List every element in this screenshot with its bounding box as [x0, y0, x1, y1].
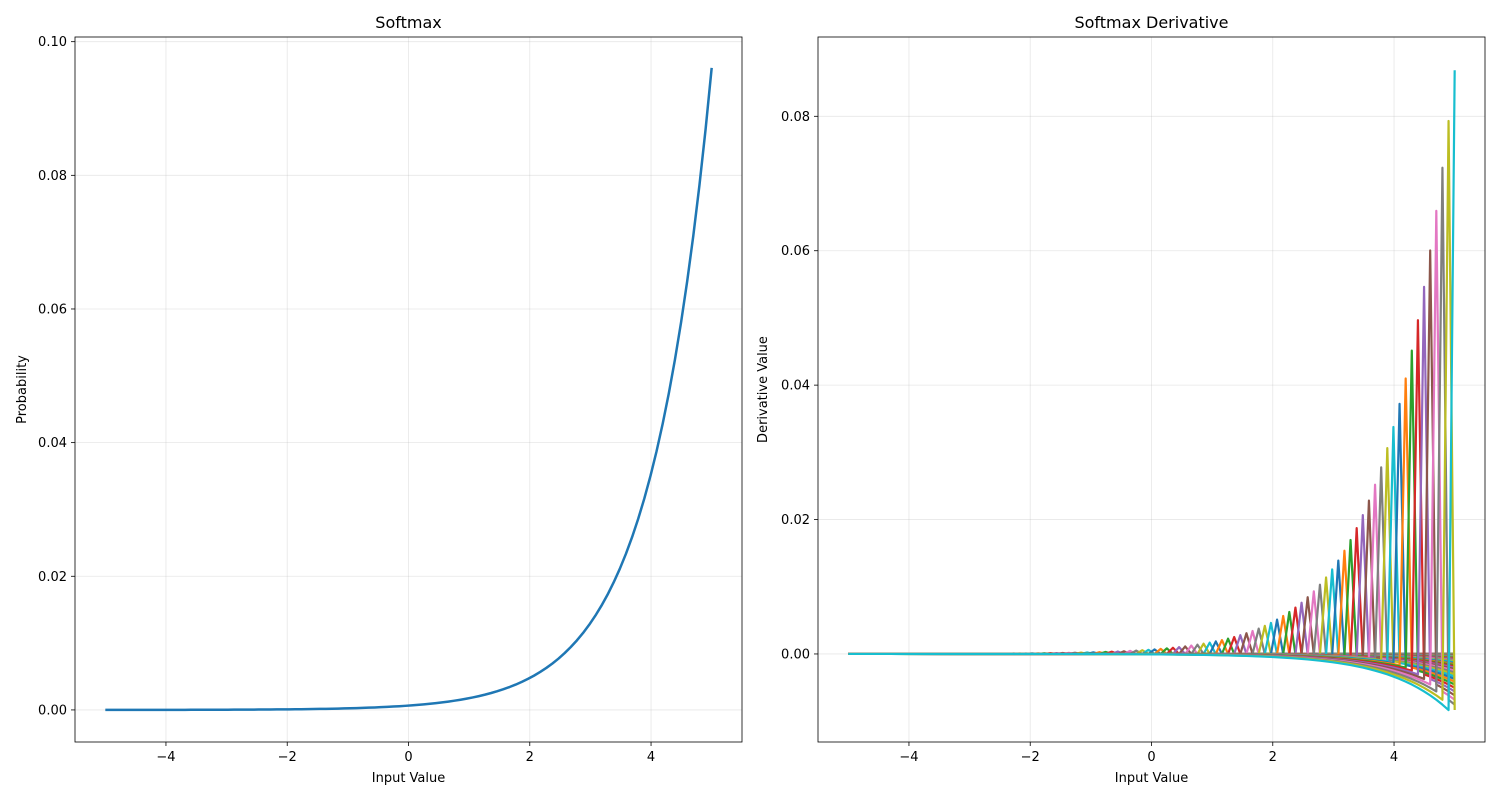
y-tick-label: 0.00	[38, 703, 67, 718]
derivative-line	[848, 70, 1456, 712]
x-tick-label: −2	[1021, 750, 1040, 765]
y-tick-label: 0.08	[38, 169, 67, 184]
y-axis-label: Probability	[15, 355, 30, 424]
grid-lines	[75, 37, 742, 742]
chart-title: Softmax	[375, 13, 441, 32]
x-tick-label: 2	[1269, 750, 1277, 765]
y-axis-label: Derivative Value	[756, 336, 771, 443]
chart-title: Softmax Derivative	[1074, 13, 1228, 32]
y-tick-label: 0.06	[781, 244, 810, 259]
plot-frame	[74, 36, 743, 743]
y-tick-label: 0.04	[38, 436, 67, 451]
x-tick-label: 0	[1147, 750, 1155, 765]
x-axis-label: Input Value	[1115, 771, 1189, 786]
x-tick-label: 2	[526, 750, 534, 765]
x-tick-label: −4	[156, 750, 175, 765]
y-tick-label: 0.02	[781, 513, 810, 528]
x-tick-label: 4	[1390, 750, 1398, 765]
plot-frame	[817, 36, 1486, 743]
x-tick-label: 4	[647, 750, 655, 765]
x-tick-label: 0	[404, 750, 412, 765]
y-tick-label: 0.06	[38, 302, 67, 317]
x-tick-label: −2	[278, 750, 297, 765]
derivative-lines	[848, 70, 1456, 712]
x-axis-label: Input Value	[372, 771, 446, 786]
softmax-chart: −4 −2 0 2 4 0.00 0.02 0.04 0.06 0.08 0.10 Softmax In…	[15, 13, 743, 786]
y-tick-label: 0.08	[781, 110, 810, 125]
x-tick-label: −4	[899, 750, 918, 765]
y-tick-label: 0.10	[38, 35, 67, 50]
y-tick-label: 0.00	[781, 647, 810, 662]
y-tick-label: 0.02	[38, 570, 67, 585]
softmax-derivative-chart: −4 −2 0 2 4 0.00 0.02 0.04 0.06 0.08 Softmax Deriv…	[756, 13, 1486, 786]
softmax-line	[105, 67, 713, 712]
grid-lines	[818, 37, 1485, 742]
y-tick-label: 0.04	[781, 379, 810, 394]
